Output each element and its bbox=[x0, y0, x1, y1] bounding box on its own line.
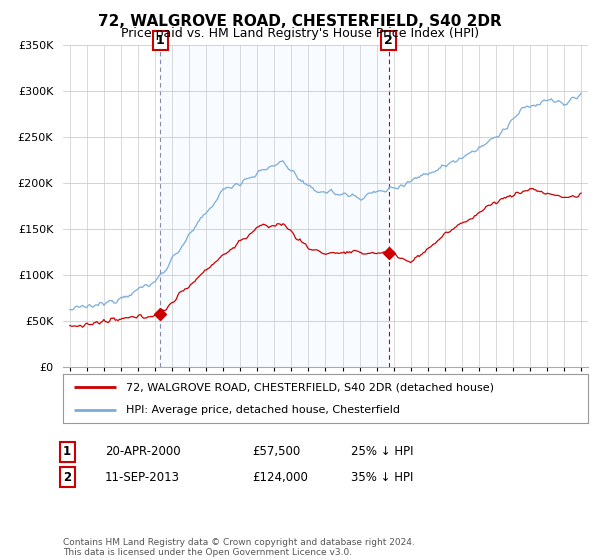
Text: 35% ↓ HPI: 35% ↓ HPI bbox=[351, 470, 413, 484]
Text: £124,000: £124,000 bbox=[252, 470, 308, 484]
Text: 1: 1 bbox=[156, 34, 164, 46]
Text: 11-SEP-2013: 11-SEP-2013 bbox=[105, 470, 180, 484]
Text: 25% ↓ HPI: 25% ↓ HPI bbox=[351, 445, 413, 459]
Bar bbox=[160, 45, 389, 367]
Text: £57,500: £57,500 bbox=[252, 445, 300, 459]
Text: 1: 1 bbox=[63, 445, 71, 459]
Text: Price paid vs. HM Land Registry's House Price Index (HPI): Price paid vs. HM Land Registry's House … bbox=[121, 27, 479, 40]
Text: 2: 2 bbox=[63, 470, 71, 484]
Text: 72, WALGROVE ROAD, CHESTERFIELD, S40 2DR (detached house): 72, WALGROVE ROAD, CHESTERFIELD, S40 2DR… bbox=[126, 382, 494, 393]
Text: HPI: Average price, detached house, Chesterfield: HPI: Average price, detached house, Ches… bbox=[126, 405, 400, 416]
Text: 72, WALGROVE ROAD, CHESTERFIELD, S40 2DR: 72, WALGROVE ROAD, CHESTERFIELD, S40 2DR bbox=[98, 14, 502, 29]
Text: Contains HM Land Registry data © Crown copyright and database right 2024.
This d: Contains HM Land Registry data © Crown c… bbox=[63, 538, 415, 557]
Text: 2: 2 bbox=[384, 34, 393, 46]
Text: 20-APR-2000: 20-APR-2000 bbox=[105, 445, 181, 459]
